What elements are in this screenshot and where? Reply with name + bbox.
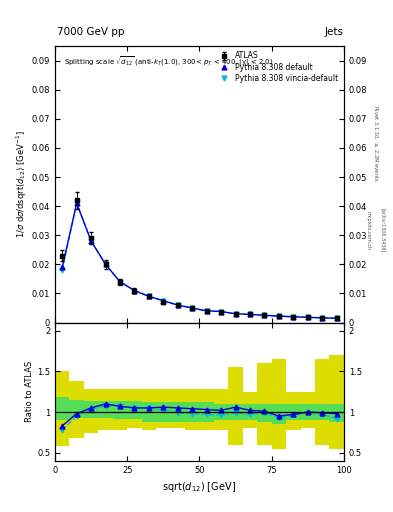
- Legend: ATLAS, Pythia 8.308 default, Pythia 8.308 vincia-default: ATLAS, Pythia 8.308 default, Pythia 8.30…: [214, 50, 340, 84]
- Pythia 8.308 default: [262, 312, 267, 318]
- Pythia 8.308 vincia-default: [147, 293, 151, 300]
- Pythia 8.308 vincia-default: [334, 315, 339, 321]
- Pythia 8.308 vincia-default: [132, 287, 137, 293]
- Pythia 8.308 vincia-default: [219, 308, 224, 314]
- Line: Pythia 8.308 vincia-default: Pythia 8.308 vincia-default: [60, 201, 339, 321]
- Pythia 8.308 default: [89, 238, 94, 244]
- Pythia 8.308 default: [291, 314, 296, 320]
- Pythia 8.308 vincia-default: [190, 305, 195, 311]
- Y-axis label: Ratio to ATLAS: Ratio to ATLAS: [25, 361, 34, 422]
- Text: Jets: Jets: [325, 27, 344, 37]
- Pythia 8.308 default: [103, 261, 108, 267]
- Pythia 8.308 vincia-default: [320, 315, 325, 321]
- Line: Pythia 8.308 default: Pythia 8.308 default: [60, 201, 339, 321]
- Pythia 8.308 default: [219, 308, 224, 314]
- Pythia 8.308 default: [305, 314, 310, 321]
- Pythia 8.308 vincia-default: [262, 312, 267, 318]
- X-axis label: sqrt($d_{12}$) [GeV]: sqrt($d_{12}$) [GeV]: [162, 480, 237, 494]
- Pythia 8.308 vincia-default: [74, 200, 79, 206]
- Pythia 8.308 vincia-default: [175, 302, 180, 308]
- Pythia 8.308 default: [147, 293, 151, 300]
- Pythia 8.308 default: [233, 311, 238, 317]
- Pythia 8.308 default: [248, 311, 252, 317]
- Y-axis label: 1/$\sigma$ d$\sigma$/dsqrt($d_{12}$) [GeV$^{-1}$]: 1/$\sigma$ d$\sigma$/dsqrt($d_{12}$) [Ge…: [15, 131, 29, 238]
- Pythia 8.308 default: [60, 264, 64, 270]
- Pythia 8.308 vincia-default: [248, 311, 252, 317]
- Pythia 8.308 default: [161, 297, 166, 304]
- Pythia 8.308 default: [175, 302, 180, 308]
- Pythia 8.308 vincia-default: [277, 313, 281, 319]
- Pythia 8.308 vincia-default: [204, 308, 209, 314]
- Pythia 8.308 vincia-default: [161, 297, 166, 304]
- Pythia 8.308 default: [74, 200, 79, 206]
- Text: 7000 GeV pp: 7000 GeV pp: [57, 27, 125, 37]
- Pythia 8.308 vincia-default: [305, 314, 310, 321]
- Pythia 8.308 vincia-default: [60, 267, 64, 273]
- Pythia 8.308 vincia-default: [233, 311, 238, 317]
- Pythia 8.308 default: [334, 315, 339, 321]
- Text: [arXiv:1306.3436]: [arXiv:1306.3436]: [381, 208, 386, 252]
- Text: mcplots.cern.ch: mcplots.cern.ch: [366, 211, 371, 250]
- Text: Splitting scale $\sqrt{d_{12}}$ (anti-$k_T$(1.0), 300< $p_T$ < 400, |y| < 2.0): Splitting scale $\sqrt{d_{12}}$ (anti-$k…: [64, 54, 273, 69]
- Pythia 8.308 vincia-default: [89, 238, 94, 244]
- Pythia 8.308 default: [190, 305, 195, 311]
- Pythia 8.308 default: [277, 313, 281, 319]
- Pythia 8.308 vincia-default: [118, 279, 122, 285]
- Text: Rivet 3.1.10, $\geq$ 2.2M events: Rivet 3.1.10, $\geq$ 2.2M events: [371, 105, 379, 182]
- Pythia 8.308 vincia-default: [291, 314, 296, 320]
- Pythia 8.308 vincia-default: [103, 261, 108, 267]
- Pythia 8.308 default: [204, 308, 209, 314]
- Pythia 8.308 default: [320, 315, 325, 321]
- Pythia 8.308 default: [118, 279, 122, 285]
- Pythia 8.308 default: [132, 287, 137, 293]
